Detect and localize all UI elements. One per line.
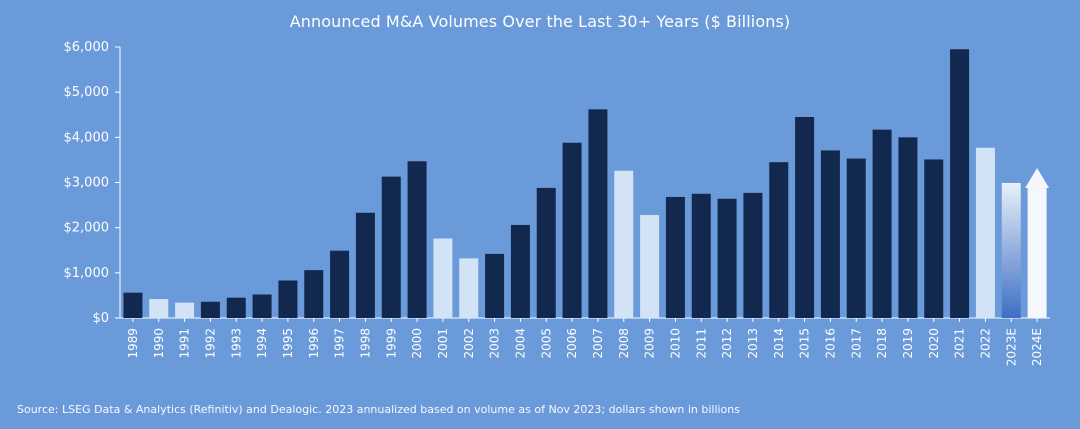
x-tick-label: 2008	[617, 328, 631, 359]
bar-2012	[717, 198, 737, 318]
x-tick-label: 2019	[901, 328, 915, 359]
x-tick-label: 1992	[203, 328, 217, 359]
x-tick-label: 1996	[307, 328, 321, 359]
x-tick-label: 2022	[978, 328, 992, 359]
x-tick-label: 1995	[281, 328, 295, 359]
bar-2006	[562, 142, 582, 318]
bar-2010	[665, 196, 685, 318]
bar-2022	[975, 147, 995, 318]
bar-2001	[433, 238, 453, 318]
x-tick-label: 2009	[643, 328, 657, 359]
bar-2018	[872, 129, 892, 318]
y-tick-label: $4,000	[64, 130, 110, 145]
bar-1989	[123, 292, 143, 318]
bar-2004	[510, 224, 530, 318]
x-tick-label: 2013	[746, 328, 760, 359]
bar-2011	[691, 193, 711, 318]
bar-1996	[304, 270, 324, 318]
bar-1990	[149, 299, 169, 318]
y-tick-label: $0	[92, 311, 109, 326]
bar-1993	[226, 297, 246, 318]
y-tick-label: $3,000	[64, 176, 110, 191]
bar-2000	[407, 161, 427, 318]
x-tick-label: 1999	[384, 328, 398, 359]
x-tick-label: 2017	[849, 328, 863, 359]
arrow-shaft	[1027, 188, 1047, 318]
y-tick-label: $2,000	[64, 221, 110, 236]
x-tick-label: 2010	[668, 328, 682, 359]
bar-1997	[330, 250, 350, 318]
bar-2013	[743, 192, 763, 318]
bar-2014	[769, 162, 789, 318]
x-tick-label: 2002	[462, 328, 476, 359]
bar-2008	[614, 170, 634, 318]
bar-2017	[846, 158, 866, 318]
x-tick-label: 2015	[798, 328, 812, 359]
x-tick-label: 2014	[772, 328, 786, 359]
bar-2005	[536, 187, 556, 318]
x-tick-label: 2007	[591, 328, 605, 359]
bar-1995	[278, 280, 298, 318]
x-tick-label: 1997	[333, 328, 347, 359]
x-tick-label: 1993	[229, 328, 243, 359]
x-tick-label: 2006	[565, 328, 579, 359]
bar-1991	[175, 302, 195, 318]
x-tick-label: 2024E	[1030, 328, 1044, 366]
x-tick-label: 2012	[720, 328, 734, 359]
x-tick-label: 2001	[436, 328, 450, 359]
bar-2009	[640, 215, 660, 318]
x-tick-label: 2004	[513, 328, 527, 359]
bar-1994	[252, 294, 272, 318]
bar-2002	[459, 258, 479, 318]
x-tick-label: 2018	[875, 328, 889, 359]
y-tick-label: $1,000	[64, 266, 110, 281]
x-tick-label: 1994	[255, 328, 269, 359]
x-tick-label: 2000	[410, 328, 424, 359]
x-tick-label: 1991	[178, 328, 192, 359]
bar-2019	[898, 137, 918, 318]
bar-2021	[950, 49, 970, 319]
x-tick-label: 2023E	[1004, 328, 1018, 366]
x-tick-label: 1990	[152, 328, 166, 359]
arrow-head	[1025, 168, 1050, 189]
bar-2020	[924, 159, 944, 318]
x-tick-label: 1998	[358, 328, 372, 359]
x-tick-label: 2003	[488, 328, 502, 359]
bar-2007	[588, 109, 608, 318]
x-tick-label: 2005	[539, 328, 553, 359]
bar-2024E	[1025, 168, 1050, 318]
bar-1999	[381, 176, 401, 318]
bar-2003	[485, 253, 505, 318]
source-note: Source: LSEG Data & Analytics (Refinitiv…	[17, 403, 740, 416]
x-tick-label: 1989	[126, 328, 140, 359]
bar-2023E	[1001, 182, 1021, 318]
bar-1992	[200, 301, 220, 318]
x-tick-label: 2021	[953, 328, 967, 359]
x-tick-label: 2016	[823, 328, 837, 359]
bar-2016	[820, 150, 840, 318]
bar-1998	[355, 212, 375, 318]
chart-title: Announced M&A Volumes Over the Last 30+ …	[289, 12, 791, 31]
y-tick-label: $6,000	[64, 40, 110, 55]
x-tick-label: 2020	[927, 328, 941, 359]
bar-2015	[795, 117, 815, 318]
y-tick-label: $5,000	[64, 85, 110, 100]
x-tick-label: 2011	[694, 328, 708, 359]
